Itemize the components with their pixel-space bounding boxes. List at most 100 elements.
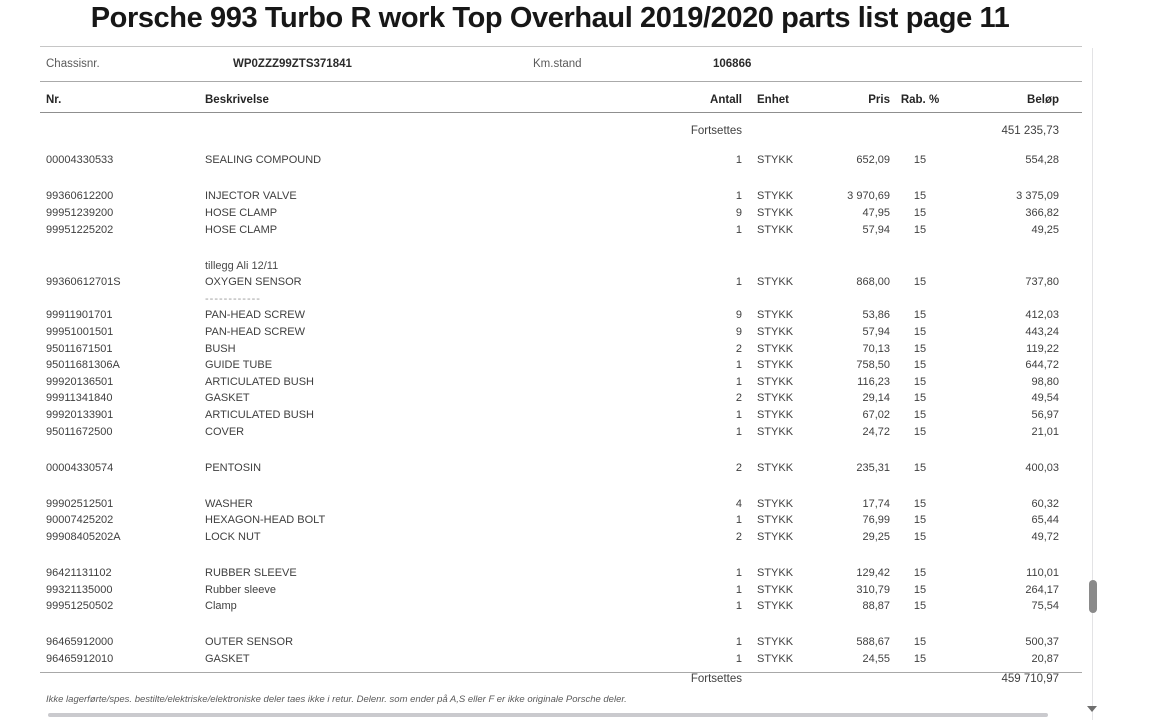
cell-belop: 98,80 xyxy=(1031,375,1059,388)
cell-rab: 15 xyxy=(913,425,927,438)
cell-pris: 76,99 xyxy=(862,514,890,527)
table-row: 99951225202 HOSE CLAMP 1 STYKK 57,94 15 49,25 xyxy=(0,221,1157,238)
cell-rab: 15 xyxy=(913,583,927,596)
cell-desc: HOSE CLAMP xyxy=(205,223,278,236)
cell-nr: 95011671501 xyxy=(46,342,113,355)
cell-pris: 53,86 xyxy=(862,309,890,322)
cell-belop: 443,24 xyxy=(1025,326,1059,339)
cell-belop: 737,80 xyxy=(1025,276,1059,289)
km-value: 106866 xyxy=(713,58,752,70)
cell-antall: 9 xyxy=(735,326,742,339)
column-header-antall: Antall xyxy=(710,94,742,106)
cell-enhet: STYKK xyxy=(757,223,794,236)
cell-pris: 116,23 xyxy=(857,375,890,388)
cell-nr: 96465912000 xyxy=(46,636,114,649)
cell-pris: 29,14 xyxy=(862,392,890,405)
cell-antall: 1 xyxy=(735,359,742,372)
cell-belop: 110,01 xyxy=(1026,567,1059,580)
cell-desc: BUSH xyxy=(205,342,236,355)
table-row: 96465912000 OUTER SENSOR 1 STYKK 588,67 15 500… xyxy=(0,634,1157,651)
cell-nr: 96465912010 xyxy=(46,652,114,665)
cell-pris: 57,94 xyxy=(862,223,890,236)
horizontal-scrollbar[interactable] xyxy=(48,713,1048,717)
table-row: 99360612200 INJECTOR VALVE 1 STYKK 3 970,69 1… xyxy=(0,188,1157,205)
cell-antall: 1 xyxy=(735,190,742,203)
table-row: 99908405202A LOCK NUT 2 STYKK 29,25 15 49,72 xyxy=(0,529,1157,546)
cell-antall: 1 xyxy=(735,567,742,580)
page-title: Porsche 993 Turbo R work Top Overhaul 20… xyxy=(90,2,1010,34)
cell-antall: 2 xyxy=(735,461,742,474)
cell-rab: 15 xyxy=(913,409,927,422)
cell-enhet: STYKK xyxy=(757,409,794,422)
cell-desc: WASHER xyxy=(205,497,253,510)
cell-desc: PENTOSIN xyxy=(205,461,262,474)
cell-belop: 49,54 xyxy=(1031,392,1059,405)
cell-desc: ARTICULATED BUSH xyxy=(205,409,315,422)
scroll-down-arrow-icon[interactable] xyxy=(1087,706,1097,712)
cell-pris: 235,31 xyxy=(856,461,890,474)
note-row: ------------ xyxy=(0,291,1157,308)
carry-forward-label: Fortsettes xyxy=(690,673,742,685)
cell-rab: 15 xyxy=(913,342,927,355)
cell-pris: 88,87 xyxy=(862,600,890,613)
table-row: 99911901701 PAN-HEAD SCREW 9 STYKK 53,86 15 41… xyxy=(0,307,1157,324)
cell-belop: 20,87 xyxy=(1031,652,1059,665)
cell-rab: 15 xyxy=(913,375,927,388)
cell-pris: 67,02 xyxy=(862,409,890,422)
spacer-row xyxy=(0,545,1157,565)
table-row: 96421131102 RUBBER SLEEVE 1 STYKK 129,42 15 11… xyxy=(0,565,1157,582)
cell-pris: 129,42 xyxy=(856,567,890,580)
cell-enhet: STYKK xyxy=(757,530,794,543)
cell-rab: 15 xyxy=(913,223,927,236)
cell-desc: OUTER SENSOR xyxy=(205,636,294,649)
cell-enhet: STYKK xyxy=(757,359,794,372)
cell-rab: 15 xyxy=(913,530,927,543)
cell-rab: 15 xyxy=(913,461,927,474)
column-header-enhet: Enhet xyxy=(757,94,789,106)
cell-rab: 15 xyxy=(913,190,927,203)
cell-desc: COVER xyxy=(205,425,245,438)
cell-antall: 1 xyxy=(735,375,742,388)
cell-desc: LOCK NUT xyxy=(205,530,261,543)
cell-nr: 99951239200 xyxy=(46,206,114,219)
carry-forward-label: Fortsettes xyxy=(690,125,742,137)
footer-disclaimer: Ikke lagerførte/spes. bestilte/elektrisk… xyxy=(46,694,627,705)
cell-pris: 24,55 xyxy=(862,652,890,665)
cell-antall: 2 xyxy=(735,530,742,543)
vertical-scrollbar-thumb[interactable] xyxy=(1089,580,1097,613)
table-row: 95011681306A GUIDE TUBE 1 STYKK 758,50 15 644,… xyxy=(0,357,1157,374)
cell-nr: 99951001501 xyxy=(46,326,114,339)
divider-top xyxy=(40,46,1082,47)
cell-enhet: STYKK xyxy=(757,326,794,339)
cell-antall: 1 xyxy=(735,223,742,236)
cell-nr: 99911901701 xyxy=(46,309,113,322)
cell-antall: 1 xyxy=(735,276,742,289)
cell-antall: 1 xyxy=(735,583,742,596)
table-row: 00004330533 SEALING COMPOUND 1 STYKK 652,09 1… xyxy=(0,152,1157,169)
cell-pris: 310,79 xyxy=(856,583,890,596)
cell-enhet: STYKK xyxy=(757,425,794,438)
cell-antall: 1 xyxy=(735,652,742,665)
cell-rab: 15 xyxy=(913,636,927,649)
cell-rab: 15 xyxy=(913,567,927,580)
cell-antall: 1 xyxy=(735,514,742,527)
table-row: 99951239200 HOSE CLAMP 9 STYKK 47,95 15 366,82 xyxy=(0,205,1157,222)
cell-belop: 500,37 xyxy=(1025,636,1059,649)
cell-antall: 4 xyxy=(735,497,742,510)
chassis-label: Chassisnr. xyxy=(46,58,100,70)
cell-nr: 99911341840 xyxy=(46,392,113,405)
divider-headers xyxy=(40,112,1082,113)
cell-pris: 3 970,69 xyxy=(847,190,890,203)
table-row: 99902512501 WASHER 4 STYKK 17,74 15 60,32 xyxy=(0,496,1157,513)
spacer-row xyxy=(0,169,1157,189)
cell-nr: 99360612701S xyxy=(46,276,121,289)
table-row: 99920133901 ARTICULATED BUSH 1 STYKK 67,02 15… xyxy=(0,407,1157,424)
cell-enhet: STYKK xyxy=(757,276,794,289)
cell-rab: 15 xyxy=(913,206,927,219)
cell-desc: GASKET xyxy=(205,652,250,665)
cell-belop: 56,97 xyxy=(1031,409,1059,422)
cell-antall: 2 xyxy=(735,342,742,355)
cell-enhet: STYKK xyxy=(757,600,794,613)
cell-antall: 1 xyxy=(735,600,742,613)
